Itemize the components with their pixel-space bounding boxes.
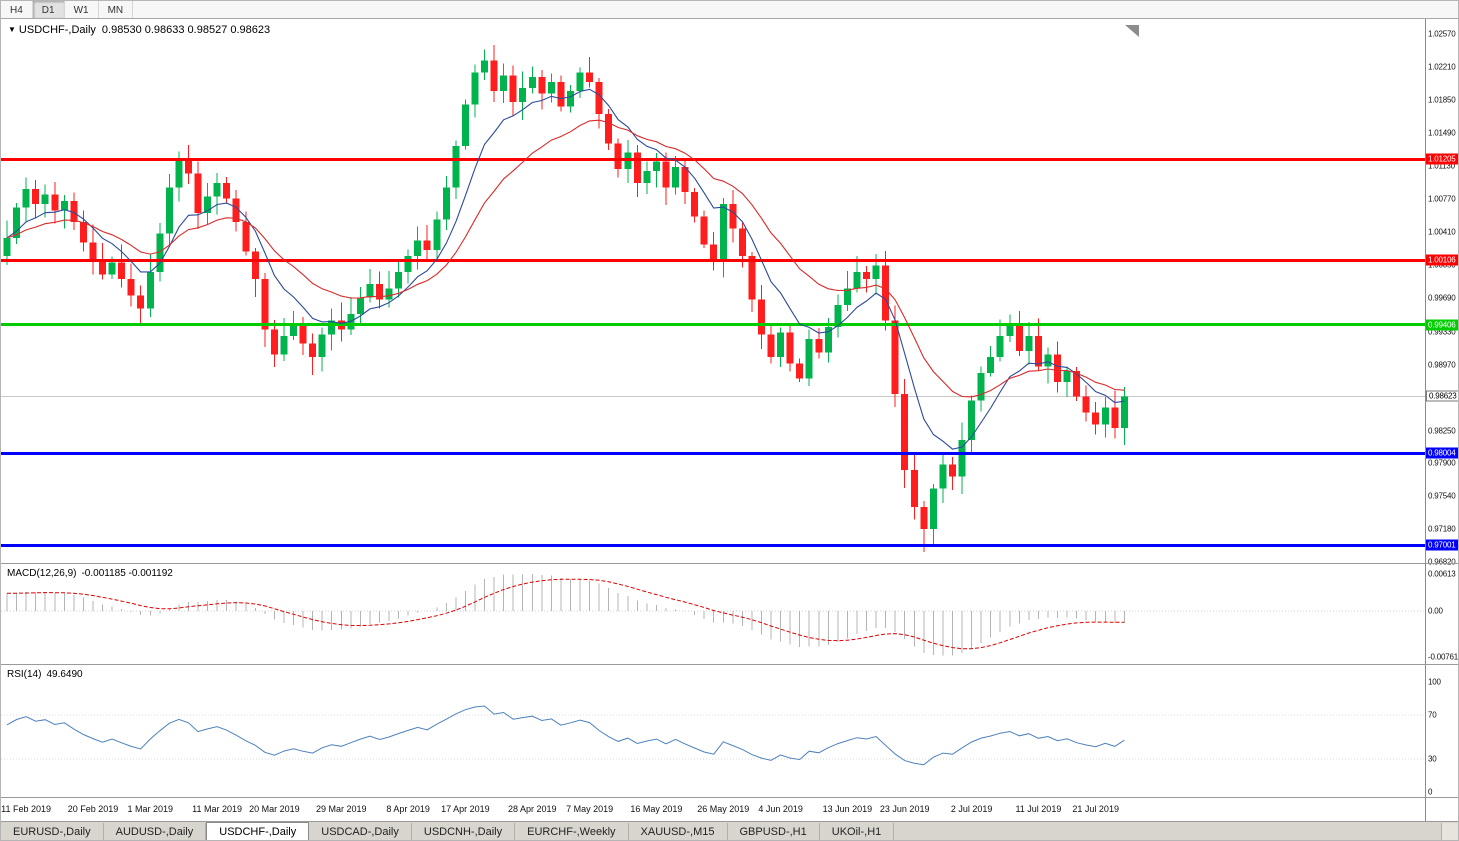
date-label: 4 Jun 2019	[758, 804, 803, 814]
tab-scroll-corner[interactable]	[1441, 823, 1458, 840]
date-label: 29 Mar 2019	[316, 804, 367, 814]
chart-tab-audusd[interactable]: AUDUSD-,Daily	[104, 823, 207, 840]
macd-axis-tick: 0.00	[1428, 606, 1443, 616]
pane-divider[interactable]	[1, 664, 1458, 665]
rsi-axis-tick: 70	[1428, 710, 1437, 720]
current-price-tag: 0.98623	[1426, 390, 1458, 402]
date-label: 11 Jul 2019	[1015, 804, 1062, 814]
price-axis-tick: 0.96820	[1428, 557, 1456, 567]
chart-tab-usdchf[interactable]: USDCHF-,Daily	[206, 822, 310, 840]
chart-tab-usdcad[interactable]: USDCAD-,Daily	[309, 823, 412, 840]
date-label: 23 Jun 2019	[879, 804, 930, 814]
price-axis-tick: 1.01130	[1428, 161, 1455, 171]
macd-axis-tick: 0.00613	[1428, 569, 1456, 579]
rsi-axis-tick: 30	[1428, 754, 1437, 764]
timeframe-button-h4[interactable]: H4	[1, 1, 33, 18]
rsi-axis-tick: 0	[1428, 787, 1433, 797]
macd-label: MACD(12,26,9) -0.001185 -0.001192	[7, 568, 178, 579]
rsi-value: 49.6490	[46, 669, 83, 680]
chart-tab-ukoil[interactable]: UKOil-,H1	[820, 823, 895, 840]
level-price-tag: 1.00106	[1426, 254, 1458, 266]
price-axis-tick: 0.97180	[1428, 524, 1456, 534]
moving-average-line	[6, 88, 1125, 450]
chart-title: ▼ USDCHF-,Daily 0.98530 0.98633 0.98527 0.…	[8, 24, 270, 36]
date-label: 2 Jul 2019	[950, 804, 993, 814]
timeframe-button-w1[interactable]: W1	[65, 1, 99, 18]
rsi-line	[6, 705, 1125, 766]
price-axis-tick: 1.02570	[1428, 29, 1456, 39]
rsi-indicator-canvas[interactable]	[1, 664, 1425, 797]
chart-shift-marker-icon[interactable]	[1125, 25, 1139, 37]
date-label: 28 Apr 2019	[508, 804, 557, 814]
macd-values: -0.001185 -0.001192	[81, 568, 173, 579]
price-axis-tick: 1.02210	[1428, 62, 1456, 72]
price-axis-tick: 0.99330	[1428, 327, 1456, 337]
date-label: 16 May 2019	[630, 804, 683, 814]
date-label: 11 Feb 2019	[1, 804, 52, 814]
chart-tab-eurusd[interactable]: EURUSD-,Daily	[1, 823, 104, 840]
timeframe-toolbar: H4 D1 W1 MN	[1, 1, 1458, 19]
price-axis-tick: 1.01490	[1428, 128, 1456, 138]
date-label: 1 Mar 2019	[127, 804, 174, 814]
timeframe-button-mn[interactable]: MN	[99, 1, 134, 18]
rsi-label: RSI(14) 49.6490	[7, 669, 88, 680]
date-label: 13 Jun 2019	[822, 804, 873, 814]
chart-tab-xauusd[interactable]: XAUUSD-,M15	[629, 823, 728, 840]
date-label: 26 May 2019	[697, 804, 750, 814]
date-label: 21 Jul 2019	[1072, 804, 1119, 814]
price-axis-tick: 1.00770	[1428, 194, 1456, 204]
macd-signal-line	[6, 578, 1125, 650]
rsi-axis-tick: 100	[1428, 677, 1441, 687]
date-label: 7 May 2019	[566, 804, 614, 814]
date-label: 17 Apr 2019	[441, 804, 490, 814]
chart-tab-eurchf[interactable]: EURCHF-,Weekly	[515, 823, 629, 840]
price-axis-tick: 0.97900	[1428, 458, 1456, 468]
price-axis-tick: 0.98970	[1428, 360, 1456, 370]
price-axis-tick: 0.99690	[1428, 293, 1456, 303]
price-chart-canvas[interactable]	[1, 19, 1425, 563]
price-axis-tick: 0.97540	[1428, 491, 1456, 501]
pane-divider	[1, 797, 1458, 798]
moving-average-line	[6, 119, 1125, 398]
rsi-name: RSI(14)	[7, 669, 42, 680]
date-label: 20 Mar 2019	[249, 804, 300, 814]
date-label: 20 Feb 2019	[67, 804, 119, 814]
pane-divider[interactable]	[1, 563, 1458, 564]
chart-tab-gbpusd[interactable]: GBPUSD-,H1	[728, 823, 820, 840]
macd-indicator-canvas[interactable]	[1, 563, 1425, 664]
price-axis[interactable]: 1.02570 1.02210 1.01850 1.01490 1.01130 1.007…	[1426, 19, 1458, 821]
chart-tab-bar: EURUSD-,Daily AUDUSD-,Daily USDCHF-,Daily U…	[1, 821, 1458, 840]
chart-symbol-period: USDCHF-,Daily	[18, 24, 96, 36]
price-axis-divider	[1425, 19, 1426, 821]
level-price-tag: 1.01205	[1426, 153, 1458, 165]
date-label: 11 Mar 2019	[192, 804, 243, 814]
level-price-tag: 0.99406	[1426, 319, 1458, 331]
time-axis[interactable]: 11 Feb 2019 20 Feb 2019 1 Mar 2019 11 Mar 2…	[1, 797, 1425, 821]
timeframe-button-d1[interactable]: D1	[32, 1, 65, 18]
date-label: 8 Apr 2019	[386, 804, 430, 814]
level-price-tag: 0.98004	[1426, 447, 1458, 459]
price-axis-tick: 1.01850	[1428, 95, 1456, 105]
level-price-tag: 0.97001	[1426, 539, 1458, 551]
macd-name: MACD(12,26,9)	[7, 568, 77, 579]
macd-axis-tick: -0.00761	[1428, 652, 1458, 662]
price-axis-tick: 0.98250	[1428, 426, 1456, 436]
symbol-marker-icon: ▼	[8, 25, 16, 34]
chart-tab-usdcnh[interactable]: USDCNH-,Daily	[412, 823, 516, 840]
price-axis-tick: 1.00410	[1428, 227, 1456, 237]
chart-ohlc-values: 0.98530 0.98633 0.98527 0.98623	[101, 24, 271, 36]
chart-region[interactable]: 1.02570 1.02210 1.01850 1.01490 1.01130 1.007…	[1, 19, 1458, 821]
